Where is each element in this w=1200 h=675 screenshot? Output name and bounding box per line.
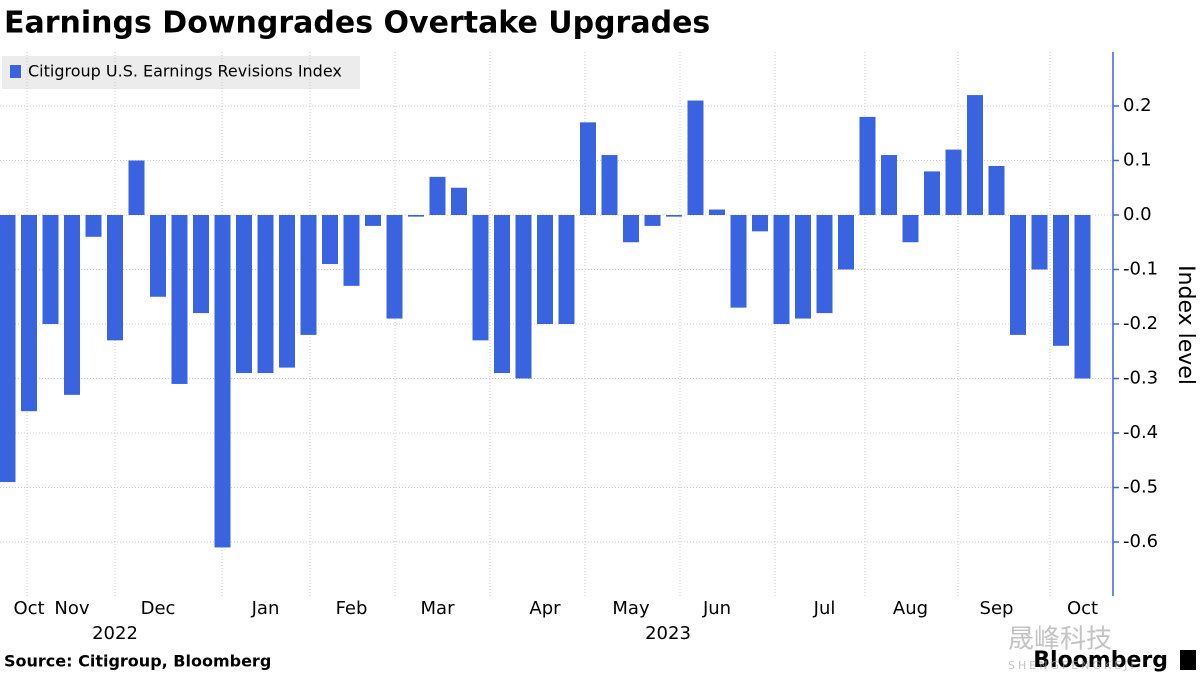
y-tick-label: 0.0: [1123, 204, 1152, 225]
bar: [580, 122, 596, 215]
brand-icon: [1180, 650, 1196, 670]
bar: [214, 215, 231, 548]
x-tick-label: Jun: [702, 598, 731, 619]
bar: [967, 95, 983, 215]
bar: [0, 215, 16, 483]
bar: [107, 215, 123, 341]
x-tick-label: Feb: [336, 598, 368, 619]
bar: [1010, 215, 1026, 335]
legend: [2, 56, 360, 89]
bar: [64, 215, 80, 395]
bar: [494, 215, 510, 374]
y-tick-label: 0.1: [1123, 150, 1152, 171]
bar: [881, 155, 897, 215]
bar: [773, 215, 790, 324]
x-tick-label: Mar: [421, 598, 456, 619]
x-tick-label: May: [612, 598, 650, 619]
bar: [472, 215, 489, 341]
bar: [365, 215, 381, 226]
bar: [838, 215, 854, 270]
watermark: 晟峰科技: [1008, 625, 1112, 655]
bar: [644, 215, 661, 226]
bar: [236, 215, 252, 374]
bar: [193, 215, 209, 314]
bar: [150, 215, 166, 297]
bar: [322, 215, 338, 265]
bar: [537, 215, 553, 324]
bar: [1031, 215, 1048, 270]
bar: [988, 165, 1005, 215]
bar: [408, 215, 424, 217]
x-tick-label: Apr: [529, 598, 561, 619]
bar: [902, 215, 919, 243]
bar: [730, 215, 747, 308]
y-axis-title: Index level: [1173, 265, 1198, 385]
bar: [1074, 215, 1091, 379]
bar: [601, 155, 618, 215]
bar: [386, 215, 403, 319]
bar: [257, 215, 274, 374]
bar: [42, 215, 59, 324]
chart-title: Earnings Downgrades Overtake Upgrades: [4, 6, 710, 41]
bar: [515, 215, 532, 379]
year-label: 2022: [92, 623, 138, 644]
x-tick-label: Oct: [13, 598, 44, 619]
bar: [343, 215, 360, 286]
year-label: 2023: [645, 623, 691, 644]
legend-swatch: [10, 65, 21, 78]
x-tick-label: Oct: [1067, 598, 1098, 619]
bar: [945, 149, 962, 215]
bar: [816, 215, 833, 314]
x-tick-label: Jan: [251, 598, 280, 619]
month-grid: [26, 52, 1051, 596]
bar: [1053, 215, 1069, 346]
bar: [429, 176, 446, 215]
bar: [85, 215, 102, 237]
y-tick-label: -0.2: [1123, 313, 1158, 334]
watermark-sub: SHENGFENGKEJI: [1008, 659, 1137, 672]
bar: [171, 215, 188, 384]
bar: [279, 215, 295, 368]
bar: [666, 215, 682, 217]
y-tick-label: -0.4: [1123, 422, 1158, 443]
legend-label: Citigroup U.S. Earnings Revisions Index: [28, 62, 342, 81]
y-tick-label: -0.5: [1123, 477, 1158, 498]
bar: [859, 116, 876, 215]
bar: [451, 187, 467, 215]
y-tick-label: -0.6: [1123, 531, 1158, 552]
bar: [623, 215, 639, 243]
x-tick-label: Sep: [980, 598, 1014, 619]
x-tick-label: Jul: [813, 598, 836, 619]
bar: [687, 100, 704, 215]
bar: [300, 215, 317, 335]
bar: [752, 215, 768, 232]
bar: [558, 215, 575, 324]
bar: [21, 215, 37, 412]
x-tick-label: Aug: [893, 598, 928, 619]
x-tick-label: Nov: [54, 598, 89, 619]
source: Source: Citigroup, Bloomberg: [4, 652, 271, 671]
x-tick-label: Dec: [141, 598, 176, 619]
y-tick-label: -0.3: [1123, 368, 1158, 389]
bar: [709, 209, 725, 215]
y-tick-label: -0.1: [1123, 259, 1158, 280]
brand: Bloomberg: [1033, 648, 1168, 673]
bar: [795, 215, 811, 319]
bar: [128, 160, 145, 215]
y-tick-label: 0.2: [1123, 95, 1152, 116]
bar: [924, 171, 940, 215]
